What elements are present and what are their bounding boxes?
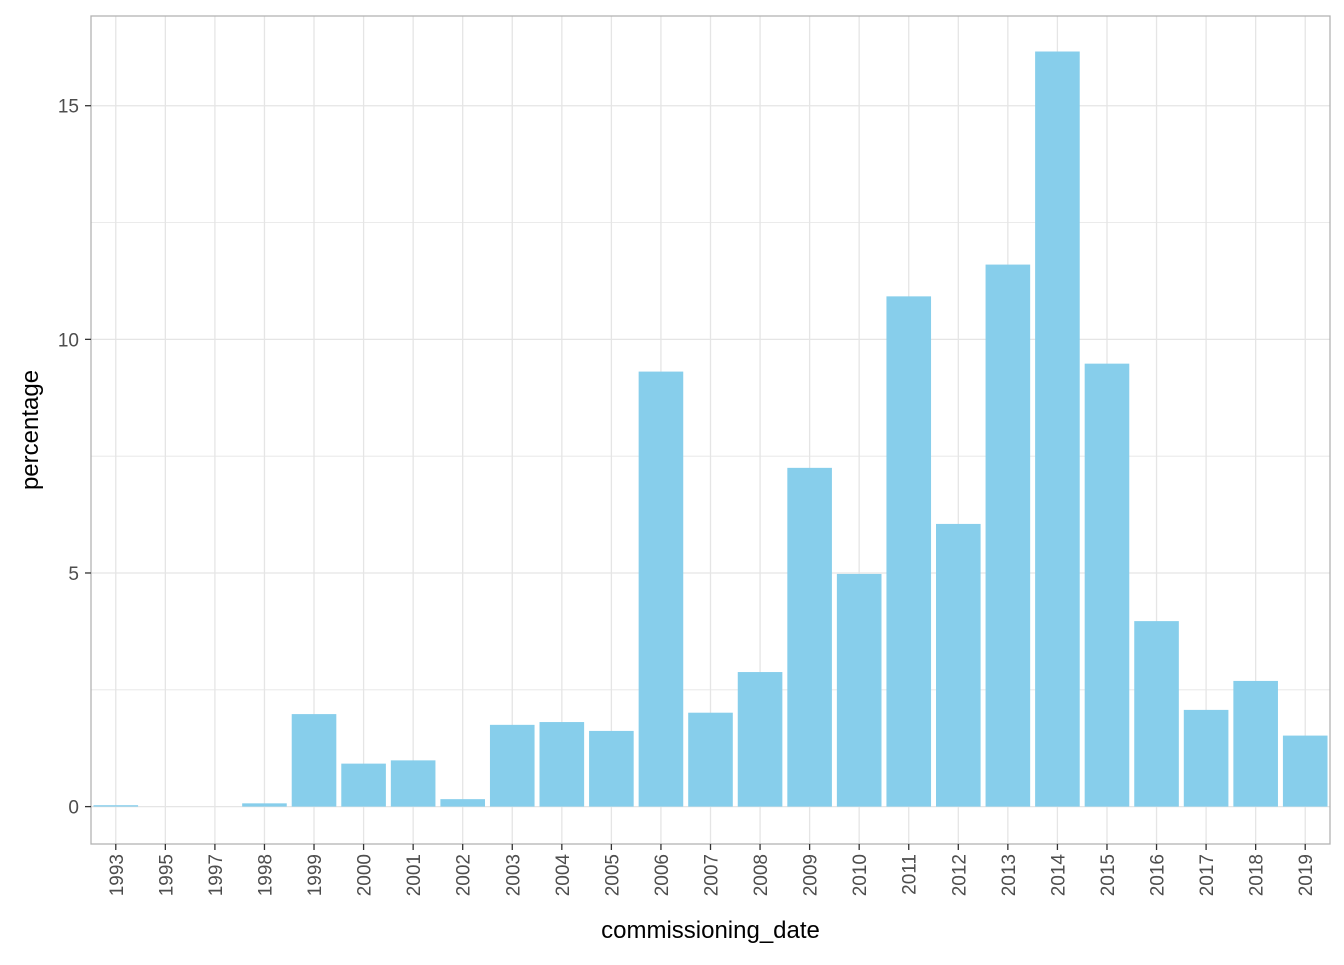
bars <box>93 51 1328 807</box>
y-tick-label: 0 <box>68 798 79 819</box>
bar-2006 <box>638 371 684 807</box>
x-tick-label-2015: 2015 <box>1098 854 1119 896</box>
x-tick-label-2007: 2007 <box>702 854 723 896</box>
x-tick-label-2004: 2004 <box>553 854 574 897</box>
bar-2011 <box>886 296 932 807</box>
x-tick-label-1997: 1997 <box>206 854 227 896</box>
bar-2012 <box>935 523 981 807</box>
y-tick-label: 5 <box>68 564 79 585</box>
bar-1993 <box>93 805 139 807</box>
x-tick-label-2005: 2005 <box>602 854 623 896</box>
x-tick-label-1998: 1998 <box>255 854 276 896</box>
bar-2007 <box>688 712 733 807</box>
bar-2001 <box>390 760 436 807</box>
bar-2000 <box>341 763 386 807</box>
x-tick-label-2013: 2013 <box>999 854 1020 896</box>
y-axis-ticks: 0 5 10 15 <box>58 97 91 819</box>
bar-2019 <box>1282 735 1328 807</box>
bar-2014 <box>1035 51 1080 807</box>
x-tick-label-2017: 2017 <box>1197 854 1218 896</box>
x-tick-label-2010: 2010 <box>850 854 871 896</box>
x-tick-label-2011: 2011 <box>900 854 921 895</box>
x-tick-label-1999: 1999 <box>305 854 326 896</box>
bar-2009 <box>787 467 832 807</box>
bar-2016 <box>1134 621 1179 807</box>
bar-2013 <box>985 264 1031 807</box>
y-tick-label: 10 <box>58 330 79 351</box>
x-tick-label-2000: 2000 <box>355 854 376 896</box>
x-tick-label-2003: 2003 <box>503 854 524 896</box>
bar-2005 <box>589 730 634 807</box>
x-axis-ticks: 1993 1995 1997 1998 1999 2000 2001 2002 2003 2004… <box>107 844 1317 896</box>
bar-1998 <box>242 803 287 807</box>
bar-2015 <box>1084 363 1130 807</box>
x-tick-label-2006: 2006 <box>652 854 673 896</box>
x-tick-label-2001: 2001 <box>404 854 425 896</box>
x-tick-label-1993: 1993 <box>107 854 128 896</box>
x-tick-label-2009: 2009 <box>801 854 822 896</box>
bar-2002 <box>440 799 486 807</box>
x-tick-label-2002: 2002 <box>454 854 475 896</box>
x-tick-label-2008: 2008 <box>751 854 772 896</box>
x-tick-label-1995: 1995 <box>156 854 177 896</box>
bar-1999 <box>291 714 337 807</box>
bar-2003 <box>489 724 535 807</box>
bar-2017 <box>1183 709 1229 807</box>
y-tick-label: 15 <box>58 97 79 118</box>
x-tick-label-2012: 2012 <box>949 854 970 896</box>
bar-2018 <box>1233 680 1278 807</box>
x-tick-label-2016: 2016 <box>1148 854 1169 896</box>
x-tick-label-2014: 2014 <box>1048 854 1069 897</box>
bar-2004 <box>539 722 585 807</box>
bar-2010 <box>836 573 882 807</box>
x-tick-label-2019: 2019 <box>1296 854 1317 896</box>
x-axis-title: commissioning_date <box>601 917 820 944</box>
x-tick-label-2018: 2018 <box>1247 854 1268 896</box>
y-axis-title: percentage <box>17 370 44 490</box>
bar-2008 <box>737 672 783 807</box>
